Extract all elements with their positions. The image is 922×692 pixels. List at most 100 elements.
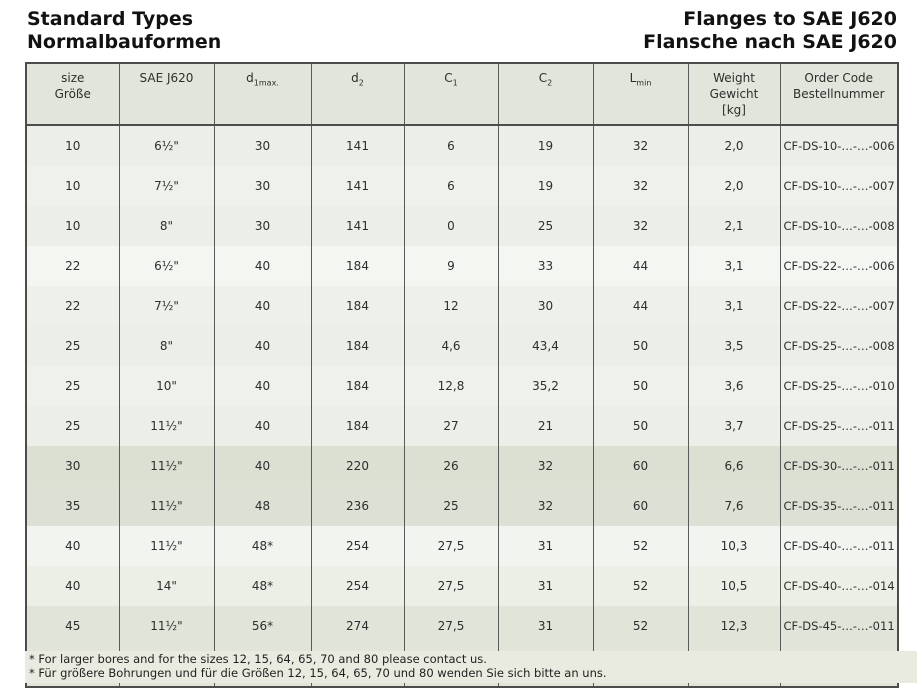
header-row: size Größe SAE J620 d1max. d2 C1 C2 Lmin Weight G… (25, 63, 899, 126)
table-row: 45 11½" 56* 274 27,5 31 52 12,3 CF-DS-45-…-…-011 (25, 606, 899, 646)
cell-d2: 184 (310, 406, 405, 446)
cell-d2: 141 (310, 166, 405, 206)
cell-size: 25 (25, 326, 120, 366)
cell-order: CF-DS-30-…-…-011 (779, 446, 899, 486)
column-header-d1max: d1max. (213, 63, 312, 126)
cell-d1max: 40 (213, 366, 312, 406)
cell-d2: 254 (310, 526, 405, 566)
cell-weight: 3,5 (687, 326, 781, 366)
column-header-d2: d2 (310, 63, 405, 126)
cell-order: CF-DS-25-…-…-010 (779, 366, 899, 406)
cell-d1max: 48* (213, 566, 312, 606)
cell-weight: 3,6 (687, 366, 781, 406)
cell-d2: 184 (310, 246, 405, 286)
table-row: 40 14" 48* 254 27,5 31 52 10,5 CF-DS-40-…-…-014 (25, 566, 899, 606)
cell-sae: 14" (118, 566, 215, 606)
cell-c2: 35,2 (497, 366, 594, 406)
column-header-order: Order Code Bestellnummer (779, 63, 899, 126)
cell-size: 22 (25, 286, 120, 326)
cell-d2: 184 (310, 286, 405, 326)
column-header-sae: SAE J620 (118, 63, 215, 126)
cell-size: 10 (25, 125, 120, 166)
cell-lmin: 50 (592, 326, 689, 366)
cell-size: 10 (25, 206, 120, 246)
cell-sae: 6½" (118, 125, 215, 166)
cell-lmin: 32 (592, 166, 689, 206)
cell-d2: 236 (310, 486, 405, 526)
cell-d1max: 30 (213, 125, 312, 166)
cell-d1max: 40 (213, 286, 312, 326)
table-row: 22 6½" 40 184 9 33 44 3,1 CF-DS-22-…-…-006 (25, 246, 899, 286)
footnote-en: * For larger bores and for the sizes 12,… (29, 652, 487, 666)
cell-order: CF-DS-45-…-…-011 (779, 606, 899, 646)
table-row: 10 8" 30 141 0 25 32 2,1 CF-DS-10-…-…-008 (25, 206, 899, 246)
cell-c1: 27,5 (403, 606, 499, 646)
table-row: 22 7½" 40 184 12 30 44 3,1 CF-DS-22-…-…-007 (25, 286, 899, 326)
table-row: 40 11½" 48* 254 27,5 31 52 10,3 CF-DS-40-…-…-011 (25, 526, 899, 566)
cell-weight: 2,1 (687, 206, 781, 246)
cell-weight: 2,0 (687, 166, 781, 206)
title-right: Flanges to SAE J620 Flansche nach SAE J6… (643, 8, 897, 54)
spec-table: size Größe SAE J620 d1max. d2 C1 C2 Lmin Weight G… (25, 62, 899, 688)
table-row: 30 11½" 40 220 26 32 60 6,6 CF-DS-30-…-…-011 (25, 446, 899, 486)
footnote-de: * Für größere Bohrungen und für die Größ… (29, 665, 607, 680)
cell-c1: 12 (403, 286, 499, 326)
table-row: 35 11½" 48 236 25 32 60 7,6 CF-DS-35-…-…-011 (25, 486, 899, 526)
cell-order: CF-DS-40-…-…-011 (779, 526, 899, 566)
cell-order: CF-DS-10-…-…-008 (779, 206, 899, 246)
cell-c2: 21 (497, 406, 594, 446)
cell-c1: 25 (403, 486, 499, 526)
cell-order: CF-DS-22-…-…-006 (779, 246, 899, 286)
cell-order: CF-DS-22-…-…-007 (779, 286, 899, 326)
cell-order: CF-DS-25-…-…-008 (779, 326, 899, 366)
cell-c2: 31 (497, 566, 594, 606)
cell-size: 10 (25, 166, 120, 206)
cell-c1: 26 (403, 446, 499, 486)
cell-weight: 3,7 (687, 406, 781, 446)
footnotes: * For larger bores and for the sizes 12,… (25, 651, 917, 683)
cell-d2: 141 (310, 125, 405, 166)
cell-d2: 184 (310, 366, 405, 406)
cell-c1: 6 (403, 166, 499, 206)
cell-weight: 7,6 (687, 486, 781, 526)
cell-size: 40 (25, 526, 120, 566)
column-header-weight: Weight Gewicht [kg] (687, 63, 781, 126)
cell-sae: 8" (118, 326, 215, 366)
cell-c1: 12,8 (403, 366, 499, 406)
cell-c2: 31 (497, 526, 594, 566)
cell-lmin: 32 (592, 206, 689, 246)
cell-c1: 4,6 (403, 326, 499, 366)
cell-sae: 7½" (118, 286, 215, 326)
cell-c2: 19 (497, 125, 594, 166)
cell-c2: 32 (497, 486, 594, 526)
cell-weight: 2,0 (687, 125, 781, 166)
cell-d1max: 40 (213, 406, 312, 446)
cell-size: 25 (25, 366, 120, 406)
cell-lmin: 50 (592, 406, 689, 446)
cell-c1: 27,5 (403, 526, 499, 566)
table-row: 25 8" 40 184 4,6 43,4 50 3,5 CF-DS-25-…-…-008 (25, 326, 899, 366)
cell-sae: 7½" (118, 166, 215, 206)
cell-lmin: 60 (592, 486, 689, 526)
cell-order: CF-DS-10-…-…-007 (779, 166, 899, 206)
cell-order: CF-DS-10-…-…-006 (779, 125, 899, 166)
cell-sae: 11½" (118, 606, 215, 646)
cell-lmin: 52 (592, 606, 689, 646)
cell-weight: 10,3 (687, 526, 781, 566)
cell-d2: 184 (310, 326, 405, 366)
column-header-c2: C2 (497, 63, 594, 126)
cell-lmin: 52 (592, 526, 689, 566)
cell-c2: 43,4 (497, 326, 594, 366)
cell-c1: 27,5 (403, 566, 499, 606)
cell-sae: 11½" (118, 526, 215, 566)
cell-lmin: 44 (592, 246, 689, 286)
cell-sae: 11½" (118, 486, 215, 526)
cell-c2: 19 (497, 166, 594, 206)
cell-d1max: 48 (213, 486, 312, 526)
cell-order: CF-DS-40-…-…-014 (779, 566, 899, 606)
table-row: 25 11½" 40 184 27 21 50 3,7 CF-DS-25-…-…-011 (25, 406, 899, 446)
cell-sae: 11½" (118, 406, 215, 446)
table-row: 10 6½" 30 141 6 19 32 2,0 CF-DS-10-…-…-006 (25, 125, 899, 166)
cell-c1: 6 (403, 125, 499, 166)
cell-lmin: 32 (592, 125, 689, 166)
